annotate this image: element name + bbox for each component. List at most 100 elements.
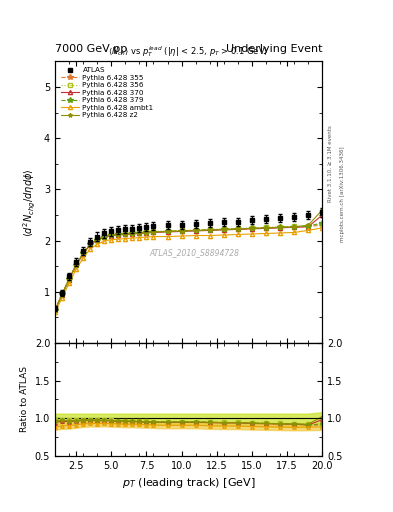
- Pythia 6.428 z2: [137, 230, 142, 236]
- Pythia 6.428 370: [320, 212, 325, 218]
- Pythia 6.428 379: [130, 230, 135, 237]
- Pythia 6.428 z2: [74, 262, 79, 268]
- Pythia 6.428 z2: [60, 291, 64, 297]
- Pythia 6.428 370: [144, 230, 149, 236]
- Pythia 6.428 356: [109, 231, 114, 238]
- Line: Pythia 6.428 z2: Pythia 6.428 z2: [53, 208, 324, 312]
- Pythia 6.428 379: [137, 230, 142, 236]
- Pythia 6.428 z2: [264, 225, 268, 231]
- Pythia 6.428 370: [81, 251, 86, 257]
- Pythia 6.428 ambt1: [151, 233, 156, 240]
- Pythia 6.428 ambt1: [292, 229, 296, 236]
- Pythia 6.428 z2: [208, 227, 212, 233]
- Pythia 6.428 z2: [81, 250, 86, 257]
- Pythia 6.428 355: [208, 227, 212, 233]
- Line: Pythia 6.428 370: Pythia 6.428 370: [53, 213, 324, 312]
- Pythia 6.428 370: [250, 226, 254, 232]
- Pythia 6.428 379: [74, 262, 79, 268]
- Pythia 6.428 370: [292, 224, 296, 230]
- Pythia 6.428 ambt1: [193, 232, 198, 239]
- Y-axis label: $\langle d^2 N_{chg}/d\eta d\phi \rangle$: $\langle d^2 N_{chg}/d\eta d\phi \rangle…: [22, 168, 39, 237]
- Pythia 6.428 355: [151, 229, 156, 235]
- Pythia 6.428 370: [74, 262, 79, 268]
- Pythia 6.428 370: [60, 292, 64, 298]
- Pythia 6.428 379: [102, 233, 107, 240]
- Pythia 6.428 z2: [95, 237, 99, 243]
- Pythia 6.428 355: [144, 229, 149, 236]
- Pythia 6.428 379: [60, 291, 64, 297]
- Pythia 6.428 z2: [109, 232, 114, 238]
- Pythia 6.428 z2: [278, 224, 283, 230]
- Pythia 6.428 370: [116, 232, 121, 238]
- Pythia 6.428 356: [53, 306, 57, 312]
- Pythia 6.428 ambt1: [320, 225, 325, 231]
- Pythia 6.428 355: [88, 241, 92, 247]
- Pythia 6.428 355: [102, 233, 107, 240]
- Pythia 6.428 ambt1: [123, 236, 128, 242]
- Pythia 6.428 356: [116, 231, 121, 237]
- Pythia 6.428 379: [320, 220, 325, 226]
- Line: Pythia 6.428 355: Pythia 6.428 355: [52, 223, 325, 312]
- Pythia 6.428 z2: [151, 229, 156, 235]
- Pythia 6.428 356: [123, 230, 128, 237]
- Pythia 6.428 ambt1: [306, 227, 310, 233]
- Pythia 6.428 z2: [193, 227, 198, 233]
- Pythia 6.428 379: [123, 231, 128, 237]
- Text: Underlying Event: Underlying Event: [226, 44, 322, 54]
- Pythia 6.428 z2: [88, 241, 92, 247]
- Pythia 6.428 355: [74, 262, 79, 268]
- Text: 7000 GeV pp: 7000 GeV pp: [55, 44, 127, 54]
- Pythia 6.428 355: [306, 223, 310, 229]
- Pythia 6.428 370: [102, 234, 107, 240]
- Pythia 6.428 z2: [130, 230, 135, 237]
- Pythia 6.428 356: [264, 224, 268, 230]
- Pythia 6.428 356: [88, 241, 92, 247]
- Pythia 6.428 379: [250, 225, 254, 231]
- Line: Pythia 6.428 356: Pythia 6.428 356: [53, 222, 324, 311]
- Pythia 6.428 356: [278, 224, 283, 230]
- Pythia 6.428 ambt1: [130, 235, 135, 241]
- Pythia 6.428 ambt1: [81, 255, 86, 261]
- Pythia 6.428 ambt1: [208, 232, 212, 239]
- Pythia 6.428 379: [292, 224, 296, 230]
- Pythia 6.428 355: [278, 224, 283, 230]
- Pythia 6.428 379: [81, 250, 86, 257]
- Pythia 6.428 370: [53, 307, 57, 313]
- Pythia 6.428 379: [151, 229, 156, 235]
- Pythia 6.428 356: [130, 230, 135, 236]
- Pythia 6.428 ambt1: [67, 280, 72, 286]
- Pythia 6.428 ambt1: [165, 233, 170, 240]
- Pythia 6.428 379: [95, 237, 99, 243]
- Pythia 6.428 355: [292, 224, 296, 230]
- Pythia 6.428 379: [53, 307, 57, 313]
- Pythia 6.428 z2: [179, 228, 184, 234]
- Pythia 6.428 z2: [165, 228, 170, 234]
- Pythia 6.428 370: [88, 242, 92, 248]
- Pythia 6.428 z2: [102, 233, 107, 240]
- Pythia 6.428 355: [130, 230, 135, 237]
- Pythia 6.428 356: [81, 250, 86, 256]
- Pythia 6.428 356: [306, 223, 310, 229]
- Pythia 6.428 370: [67, 276, 72, 283]
- X-axis label: $p_T$ (leading track) [GeV]: $p_T$ (leading track) [GeV]: [122, 476, 255, 490]
- Pythia 6.428 355: [320, 222, 325, 228]
- Pythia 6.428 z2: [67, 276, 72, 282]
- Pythia 6.428 ambt1: [250, 231, 254, 237]
- Pythia 6.428 z2: [116, 231, 121, 238]
- Pythia 6.428 355: [123, 231, 128, 237]
- Pythia 6.428 356: [144, 229, 149, 235]
- Pythia 6.428 370: [306, 224, 310, 230]
- Pythia 6.428 379: [264, 225, 268, 231]
- Pythia 6.428 370: [179, 228, 184, 234]
- Pythia 6.428 356: [193, 227, 198, 233]
- Pythia 6.428 355: [165, 228, 170, 234]
- Pythia 6.428 355: [81, 250, 86, 257]
- Pythia 6.428 ambt1: [221, 232, 226, 238]
- Pythia 6.428 370: [151, 229, 156, 236]
- Pythia 6.428 370: [109, 232, 114, 239]
- Pythia 6.428 z2: [53, 307, 57, 313]
- Pythia 6.428 370: [123, 231, 128, 238]
- Pythia 6.428 355: [53, 307, 57, 313]
- Pythia 6.428 z2: [292, 224, 296, 230]
- Pythia 6.428 z2: [320, 207, 325, 213]
